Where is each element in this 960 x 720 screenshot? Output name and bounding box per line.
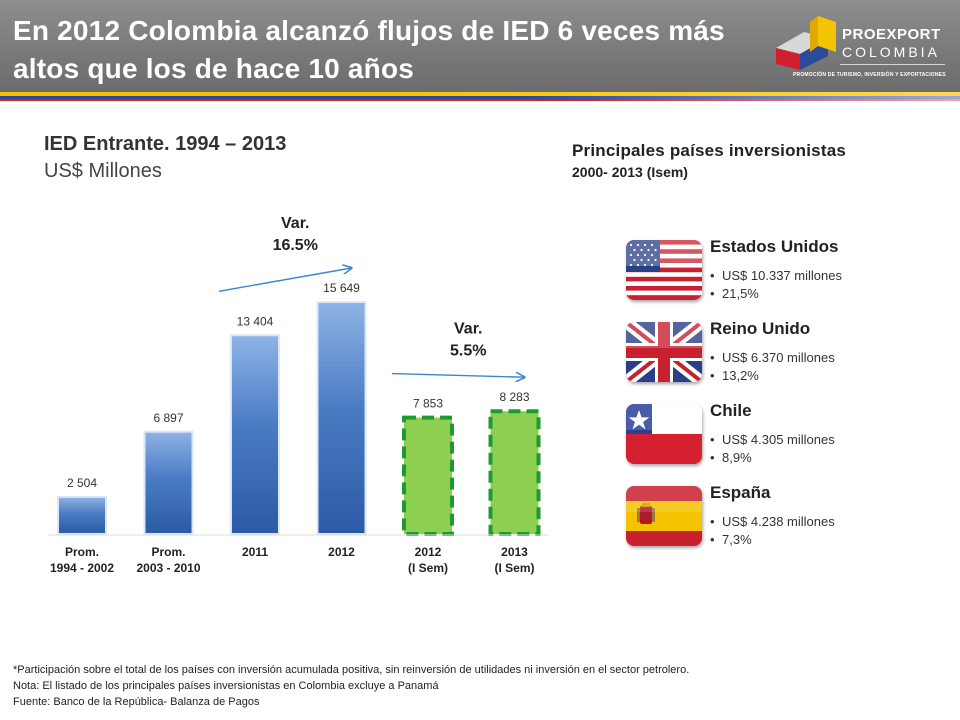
- country-name: Estados Unidos: [710, 237, 839, 256]
- footnote-panama: Nota: El listado de los principales país…: [13, 680, 439, 692]
- header-bar: En 2012 Colombia alcanzó flujos de IED 6…: [0, 0, 960, 92]
- chart-title: IED Entrante. 1994 – 2013: [44, 133, 287, 155]
- stripe-blue: [0, 96, 960, 99]
- value-label: 6 897: [153, 411, 183, 425]
- country-amount: US$ 4.238 millones: [710, 514, 835, 529]
- country-amount: US$ 6.370 millones: [710, 350, 835, 365]
- bar-1: [57, 495, 107, 535]
- category-label: 2003 - 2010: [136, 561, 200, 575]
- country-amount: US$ 10.337 millones: [710, 268, 842, 283]
- investors-title: Principales países inversionistas: [572, 141, 847, 160]
- logo-name: PROEXPORT: [842, 26, 941, 43]
- uk-flag-icon: [626, 322, 702, 382]
- bar-3: [230, 334, 280, 535]
- country-amount: US$ 4.305 millones: [710, 432, 835, 447]
- value-label: 2 504: [67, 476, 97, 490]
- category-label: 1994 - 2002: [50, 561, 114, 575]
- spain-flag-icon: [626, 486, 702, 546]
- category-label: (I Sem): [494, 561, 534, 575]
- bar-2: [143, 430, 194, 535]
- logo-country: COLOMBIA: [842, 44, 940, 60]
- country-spain: España US$ 4.238 millones 7,3%: [626, 483, 946, 550]
- category-label: (I Sem): [408, 561, 448, 575]
- country-name: España: [710, 483, 771, 502]
- country-share: 7,3%: [710, 532, 752, 547]
- stripe-yellow: [0, 92, 960, 96]
- chart-unit-label: US$ Millones: [44, 160, 162, 182]
- category-label: Prom.: [65, 545, 99, 559]
- country-name: Reino Unido: [710, 319, 811, 338]
- variation-arrow: [391, 374, 525, 378]
- bar-4: [316, 301, 367, 535]
- footnote-source: Fuente: Banco de la República- Balanza d…: [13, 696, 260, 708]
- country-name: Chile: [710, 401, 752, 420]
- value-label: 13 404: [237, 314, 274, 328]
- variation-label: Var.: [454, 321, 482, 338]
- category-label: 2012: [328, 545, 355, 559]
- value-label: 7 853: [413, 397, 443, 411]
- footnote-participation: *Participación sobre el total de los paí…: [13, 664, 690, 676]
- country-chile: Chile US$ 4.305 millones 8,9%: [626, 401, 946, 468]
- variation-label: 5.5%: [450, 343, 486, 360]
- usa-flag-icon: [626, 240, 702, 300]
- investors-period: 2000- 2013 (Isem): [572, 164, 688, 180]
- country-share: 8,9%: [710, 450, 752, 465]
- country-usa: Estados Unidos US$ 10.337 millones 21,5%: [626, 237, 946, 304]
- chile-flag-icon: [626, 404, 702, 464]
- country-uk: Reino Unido US$ 6.370 millones 13,2%: [626, 319, 946, 386]
- proexport-logo: [776, 16, 945, 70]
- logo-tagline: PROMOCIÓN DE TURISMO, INVERSIÓN Y EXPORT…: [793, 72, 946, 78]
- page-title: En 2012 Colombia alcanzó flujos de IED 6…: [13, 15, 725, 84]
- bar-5: [402, 415, 454, 536]
- variation-arrow: [218, 268, 352, 292]
- category-label: Prom.: [151, 545, 185, 559]
- fdi-bar-chart: 2 504 Prom. 1994 - 2002 6 897 Prom. 2003 - 20…: [48, 215, 549, 575]
- country-share: 13,2%: [710, 368, 759, 383]
- variation-label: 16.5%: [273, 237, 318, 254]
- value-label: 8 283: [499, 390, 529, 404]
- country-share: 21,5%: [710, 286, 759, 301]
- stripe-red: [0, 99, 960, 101]
- category-label: 2011: [242, 545, 268, 559]
- bar-6: [488, 409, 541, 537]
- variation-label: Var.: [281, 215, 309, 232]
- value-label: 15 649: [323, 281, 360, 295]
- category-label: 2012: [415, 545, 442, 559]
- category-label: 2013: [501, 545, 528, 559]
